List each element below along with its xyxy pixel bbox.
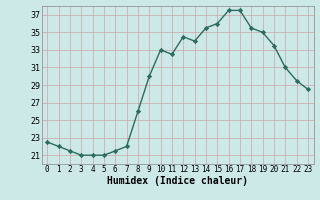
X-axis label: Humidex (Indice chaleur): Humidex (Indice chaleur): [107, 176, 248, 186]
